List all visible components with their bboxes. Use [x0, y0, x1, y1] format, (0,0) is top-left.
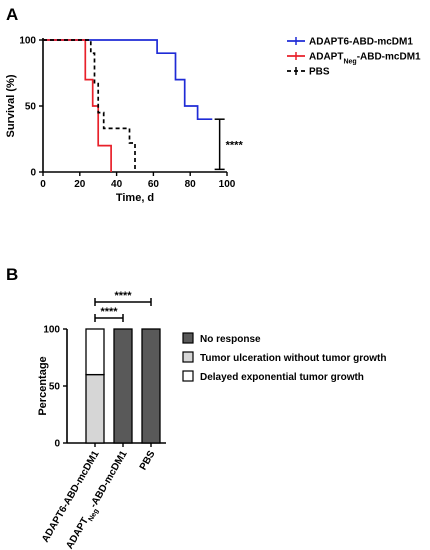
y-tick-label: 50: [49, 382, 61, 393]
bar-segment: [85, 373, 105, 444]
y-tick-label: 100: [19, 36, 36, 47]
x-tick-label: 100: [219, 179, 236, 190]
significance-label: ****: [226, 139, 244, 151]
survival-curve-3: [43, 39, 136, 172]
survival-plot: 0 50 100 0 20 40 60 80 100 Time, d Survival (%) ADA…: [5, 36, 421, 205]
panel-a-letter: A: [6, 5, 18, 24]
legend-label-3: Delayed exponential tumor growth: [200, 372, 364, 383]
category-label-3: PBS: [138, 449, 158, 473]
panel-b-letter: B: [6, 265, 18, 284]
survival-curve-2: [43, 39, 112, 172]
bar-segment: [85, 328, 105, 376]
legend-label-2: ADAPTNeg-ABD-mcDM1: [309, 52, 421, 66]
legend-label-1: No response: [200, 334, 261, 345]
y-tick-label: 100: [43, 325, 60, 336]
legend-swatch-2: [182, 351, 194, 363]
significance-label: ****: [100, 306, 118, 318]
x-tick-label: 20: [74, 179, 86, 190]
legend-label-2: Tumor ulceration without tumor growth: [200, 353, 386, 364]
x-tick-label: 80: [185, 179, 197, 190]
legend-swatch-1: [182, 332, 194, 344]
x-tick-label: 0: [40, 179, 46, 190]
response-bar-plot: 050100PercentageADAPT6-ABD-mcDM1ADAPTNeg…: [37, 290, 386, 550]
survival-curve-1: [43, 39, 213, 121]
bar-segment: [141, 328, 161, 444]
x-tick-label: 60: [148, 179, 160, 190]
legend-label-3: PBS: [309, 67, 330, 78]
x-axis-title: Time, d: [116, 192, 154, 204]
legend-swatch-3: [182, 370, 194, 382]
y-tick-label: 50: [25, 102, 37, 113]
y-tick-label: 0: [30, 168, 36, 179]
legend-label-1: ADAPT6-ABD-mcDM1: [309, 37, 413, 48]
y-axis-title: Survival (%): [5, 74, 17, 137]
bar-segment: [113, 328, 133, 444]
y-tick-label: 0: [54, 439, 60, 450]
y-axis-title: Percentage: [37, 356, 49, 415]
significance-label: ****: [114, 290, 132, 302]
x-tick-label: 40: [111, 179, 123, 190]
